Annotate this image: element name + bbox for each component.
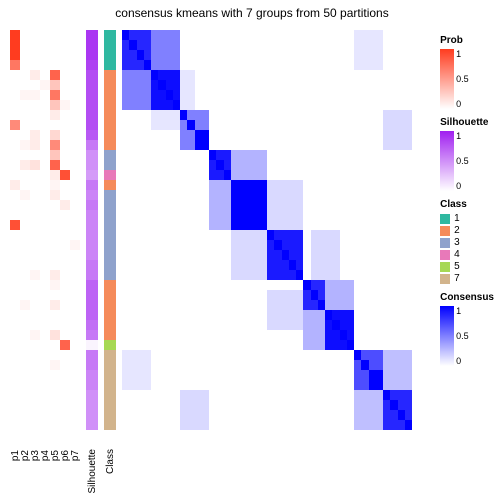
legend-gradient bbox=[440, 131, 454, 191]
legend-swatch bbox=[440, 238, 450, 248]
consensus-matrix bbox=[122, 30, 412, 430]
prob-col-p3 bbox=[30, 30, 40, 430]
legend-gradient bbox=[440, 49, 454, 109]
prob-col-p5 bbox=[50, 30, 60, 430]
legend-title: Consensus bbox=[440, 292, 494, 303]
legend-gradient bbox=[440, 306, 454, 366]
legend-title: Prob bbox=[440, 35, 494, 46]
legend-class: Class123457 bbox=[440, 199, 494, 284]
legend-swatch bbox=[440, 274, 450, 284]
heatmap-container bbox=[10, 30, 412, 430]
legend-swatch bbox=[440, 262, 450, 272]
legend-title: Silhouette bbox=[440, 117, 494, 128]
legend-swatch bbox=[440, 250, 450, 260]
legend-swatch bbox=[440, 214, 450, 224]
prob-col-p7 bbox=[70, 30, 80, 430]
prob-col-p4 bbox=[40, 30, 50, 430]
prob-col-p2 bbox=[20, 30, 30, 430]
legends-container: Prob10.50Silhouette10.50Class123457Conse… bbox=[440, 35, 494, 366]
x-label: Class bbox=[85, 449, 135, 461]
prob-col-p1 bbox=[10, 30, 20, 430]
legend-swatch bbox=[440, 226, 450, 236]
prob-col-p6 bbox=[60, 30, 70, 430]
page-title: consensus kmeans with 7 groups from 50 p… bbox=[0, 6, 504, 20]
silhouette-col bbox=[86, 30, 98, 430]
class-col bbox=[104, 30, 116, 430]
x-axis-labels: p1p2p3p4p5p6p7SilhouetteClass bbox=[10, 430, 116, 480]
